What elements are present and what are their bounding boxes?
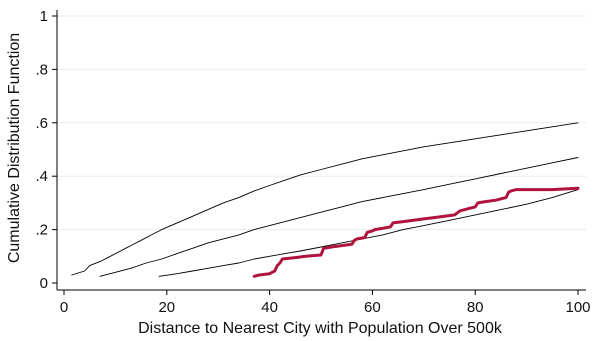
x-axis-title: Distance to Nearest City with Population…: [138, 320, 503, 337]
y-tick-label: .2: [35, 222, 48, 239]
highlighted-cdf-line-4: [252, 186, 580, 278]
y-tick-label: 1: [40, 8, 48, 25]
cdf-line-3: [158, 189, 579, 277]
gridlines: [57, 15, 586, 231]
series-lines: [71, 122, 580, 278]
x-tick-label: 40: [261, 299, 278, 316]
y-axis-title: Cumulative Distribution Function: [6, 33, 23, 263]
x-tick-label: 0: [60, 299, 68, 316]
y-tick-label: .6: [35, 115, 48, 132]
axes: 0 .2 .4 .6 .8 1 0 20 40 60 80 100: [35, 8, 590, 316]
y-tick-label: .4: [35, 168, 48, 185]
cdf-line-2: [99, 157, 579, 277]
x-tick-label: 100: [565, 299, 590, 316]
x-tick-label: 20: [158, 299, 175, 316]
y-tick-label: 0: [40, 275, 48, 292]
cdf-line-1: [71, 122, 579, 276]
x-tick-label: 60: [364, 299, 381, 316]
y-tick-label: .8: [35, 61, 48, 78]
x-tick-label: 80: [467, 299, 484, 316]
